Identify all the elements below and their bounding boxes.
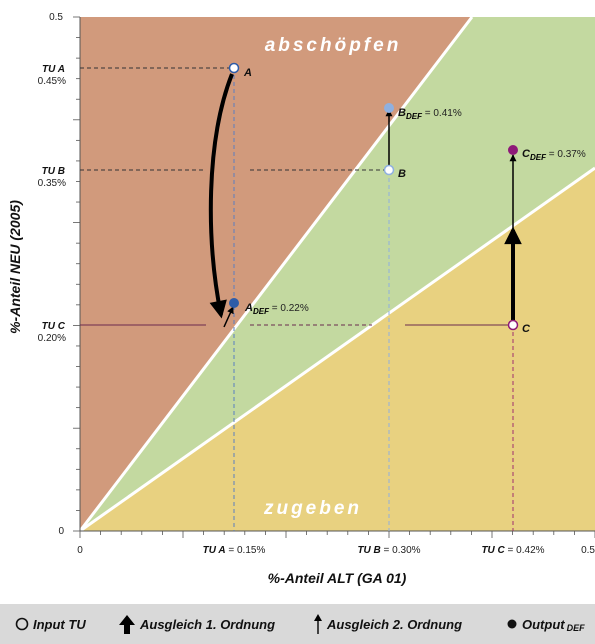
plot-svg: abschöpfen zugeben 0.5 0 0 0.5 %-Anteil … (7, 12, 595, 586)
point-b-output-value: = 0.41% (422, 108, 462, 119)
point-c-output-subscript: DEF (530, 153, 547, 162)
legend-output: Output DEF (505, 604, 585, 644)
x-axis-ticks (79, 531, 595, 538)
arrow-a-first-order (208, 73, 234, 319)
thick-arrow-up-icon (119, 615, 135, 634)
point-b-output-label: BDEF = 0.41% (398, 107, 462, 121)
y-axis-title: %-Anteil NEU (2005) (7, 200, 23, 334)
open-circle-icon (15, 617, 29, 631)
point-a-output-name: A (244, 302, 253, 314)
arrow-a-second-order (223, 306, 234, 328)
point-b-output-marker (384, 103, 394, 113)
x-axis-title: %-Anteil ALT (GA 01) (268, 570, 407, 586)
point-c-output-value: = 0.37% (546, 149, 586, 160)
legend-output-subscript: DEF (566, 623, 585, 633)
y-label-tu-c: TU C (42, 321, 66, 332)
filled-circle-icon (507, 619, 517, 629)
y-label-tu-c-percent: 0.20% (38, 333, 66, 344)
legend-first-order-label: Ausgleich 1. Ordnung (140, 616, 276, 632)
point-c-output-label: CDEF = 0.37% (522, 148, 586, 162)
y-label-tu-b: TU B (42, 166, 65, 177)
legend-input: Input TU (14, 604, 86, 644)
legend-bar: Input TU Ausgleich 1. Ordnung Ausgleich … (0, 604, 595, 644)
point-a-output-marker (229, 298, 239, 308)
boundary-upper-line (78, 16, 474, 532)
legend-second-order-label: Ausgleich 2. Ordnung (327, 616, 463, 632)
x-label-tu-a-value: = 0.15% (226, 545, 266, 556)
x-label-tu-a-name: TU A (203, 545, 226, 556)
point-a-output-subscript: DEF (253, 307, 270, 316)
x-label-tu-c: TU C = 0.42% (481, 545, 544, 556)
legend-output-label: Output (522, 616, 565, 632)
point-c-label: C (522, 323, 531, 335)
y-label-tu-a-percent: 0.45% (38, 76, 66, 87)
region-label-abschoepfen: abschöpfen (265, 35, 402, 56)
y-label-tu-a: TU A (42, 64, 65, 75)
point-a-label: A (243, 67, 252, 79)
region-neutral (80, 17, 595, 531)
x-label-tu-b: TU B = 0.30% (357, 545, 420, 556)
point-a-output-label: ADEF = 0.22% (244, 302, 309, 316)
y-axis-min-label: 0 (58, 526, 64, 537)
y-label-tu-b-percent: 0.35% (38, 178, 66, 189)
x-axis-max-label: 0.5 (581, 545, 595, 556)
x-label-tu-a: TU A = 0.15% (203, 545, 266, 556)
thin-arrow-up-icon (314, 614, 322, 634)
legend-input-label: Input TU (33, 616, 86, 632)
x-label-tu-b-value: = 0.30% (381, 545, 421, 556)
y-axis-ticks (73, 16, 80, 532)
x-label-tu-b-name: TU B (357, 545, 380, 556)
point-b-output-subscript: DEF (406, 112, 423, 121)
legend-second-order: Ausgleich 2. Ordnung (312, 604, 462, 644)
point-c-output-name: C (522, 148, 531, 160)
x-label-tu-c-name: TU C (481, 545, 505, 556)
point-c-output-marker (508, 145, 518, 155)
point-b-input-marker (383, 164, 395, 176)
point-a-input-marker (228, 62, 240, 74)
point-b-label: B (398, 168, 406, 180)
point-a-output-value: = 0.22% (269, 303, 309, 314)
x-label-tu-c-value: = 0.42% (505, 545, 545, 556)
point-b-output-name: B (398, 107, 406, 119)
legend-first-order: Ausgleich 1. Ordnung (117, 604, 275, 644)
region-label-zugeben: zugeben (263, 498, 362, 519)
y-axis-max-label: 0.5 (49, 12, 63, 23)
point-c-input-marker (507, 319, 519, 331)
x-axis-min-label: 0 (77, 545, 83, 556)
